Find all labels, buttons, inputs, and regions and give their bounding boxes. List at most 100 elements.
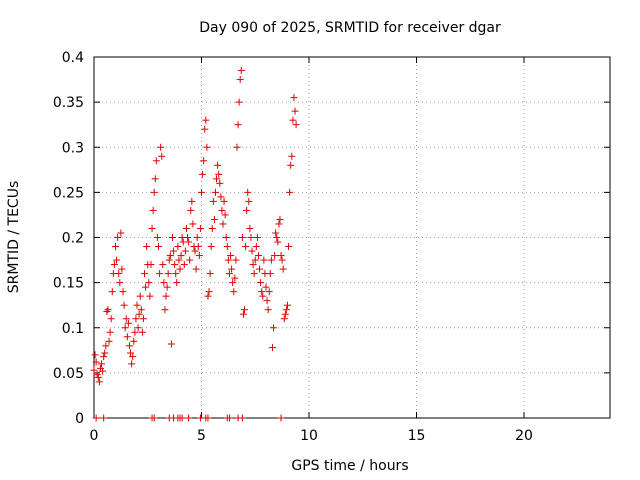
data-point bbox=[217, 193, 225, 201]
data-point bbox=[173, 279, 181, 287]
x-tick-labels: 0 5 10 15 20 bbox=[90, 428, 533, 444]
data-point bbox=[282, 306, 290, 314]
data-point bbox=[150, 188, 158, 196]
data-point bbox=[189, 220, 197, 228]
y-tick-label: 0.15 bbox=[53, 276, 84, 292]
data-point bbox=[168, 234, 176, 241]
data-point bbox=[91, 351, 99, 359]
data-point bbox=[167, 340, 175, 348]
data-point bbox=[122, 315, 130, 323]
data-point bbox=[103, 308, 111, 316]
data-point bbox=[288, 152, 296, 160]
data-point bbox=[133, 301, 141, 309]
data-point bbox=[127, 349, 135, 357]
data-point bbox=[139, 315, 147, 323]
data-point bbox=[239, 310, 247, 318]
data-point bbox=[246, 224, 254, 232]
data-point bbox=[252, 243, 260, 251]
data-point bbox=[146, 292, 154, 300]
data-point bbox=[220, 197, 228, 205]
data-point bbox=[195, 252, 203, 260]
data-point bbox=[137, 306, 145, 314]
data-point bbox=[279, 265, 287, 273]
data-point bbox=[253, 234, 261, 241]
data-point bbox=[152, 157, 160, 165]
data-point bbox=[106, 328, 114, 336]
data-point bbox=[235, 98, 243, 106]
data-point bbox=[187, 206, 195, 214]
x-tick-label: 20 bbox=[515, 428, 533, 444]
grid bbox=[94, 57, 610, 418]
data-point bbox=[233, 143, 241, 151]
data-point bbox=[112, 243, 119, 251]
data-point bbox=[175, 256, 183, 264]
data-point bbox=[188, 197, 196, 205]
data-point bbox=[223, 243, 231, 251]
data-point bbox=[266, 270, 274, 278]
data-point bbox=[285, 243, 293, 251]
data-point bbox=[264, 306, 272, 314]
data-point bbox=[92, 358, 100, 366]
data-point bbox=[171, 261, 179, 269]
data-point bbox=[273, 234, 281, 241]
data-point bbox=[180, 261, 188, 269]
data-point bbox=[274, 238, 282, 246]
data-point bbox=[232, 256, 240, 264]
data-point bbox=[259, 292, 267, 300]
data-point bbox=[158, 152, 166, 160]
data-point bbox=[116, 279, 124, 287]
data-point bbox=[228, 265, 236, 273]
data-point bbox=[141, 270, 149, 278]
data-point bbox=[289, 116, 297, 124]
data-point bbox=[153, 234, 161, 241]
data-point bbox=[110, 261, 118, 269]
data-point bbox=[164, 270, 172, 278]
data-point bbox=[203, 143, 211, 151]
y-axis-label: SRMTID / TECUs bbox=[6, 181, 22, 294]
data-point bbox=[204, 414, 212, 422]
data-point bbox=[149, 206, 157, 214]
data-point bbox=[218, 206, 226, 214]
y-tick-label: 0.05 bbox=[53, 366, 84, 382]
data-point bbox=[222, 234, 230, 241]
data-point bbox=[277, 414, 285, 422]
data-point bbox=[120, 301, 128, 309]
data-point bbox=[265, 288, 273, 296]
data-point bbox=[271, 252, 279, 260]
data-point bbox=[176, 265, 184, 273]
data-point bbox=[136, 292, 144, 300]
data-point bbox=[260, 256, 268, 264]
data-point bbox=[241, 306, 248, 314]
data-point bbox=[211, 188, 219, 196]
data-point bbox=[170, 247, 178, 255]
y-tick-label: 0.25 bbox=[53, 185, 84, 201]
data-point bbox=[123, 333, 131, 341]
y-tick-label: 0.1 bbox=[62, 321, 84, 337]
data-point bbox=[131, 328, 139, 336]
x-tick-label: 5 bbox=[197, 428, 206, 444]
data-point bbox=[114, 234, 122, 241]
data-point bbox=[263, 297, 271, 305]
data-point bbox=[117, 229, 125, 237]
data-point bbox=[160, 279, 168, 287]
data-point bbox=[185, 238, 193, 246]
data-point bbox=[155, 243, 162, 251]
y-tick-label: 0.4 bbox=[62, 50, 84, 66]
data-point bbox=[163, 283, 171, 291]
data-point bbox=[98, 360, 106, 368]
data-point bbox=[165, 256, 173, 264]
data-point bbox=[134, 324, 142, 332]
data-point bbox=[94, 373, 102, 381]
data-point bbox=[104, 306, 112, 314]
data-point bbox=[243, 206, 251, 214]
data-point bbox=[219, 220, 227, 228]
data-point bbox=[145, 279, 153, 287]
data-point bbox=[237, 67, 245, 75]
data-point bbox=[238, 234, 246, 241]
data-point bbox=[227, 252, 235, 260]
y-tick-label: 0.35 bbox=[53, 95, 84, 111]
data-point bbox=[193, 234, 201, 241]
data-point bbox=[92, 414, 100, 422]
data-point bbox=[242, 243, 250, 251]
